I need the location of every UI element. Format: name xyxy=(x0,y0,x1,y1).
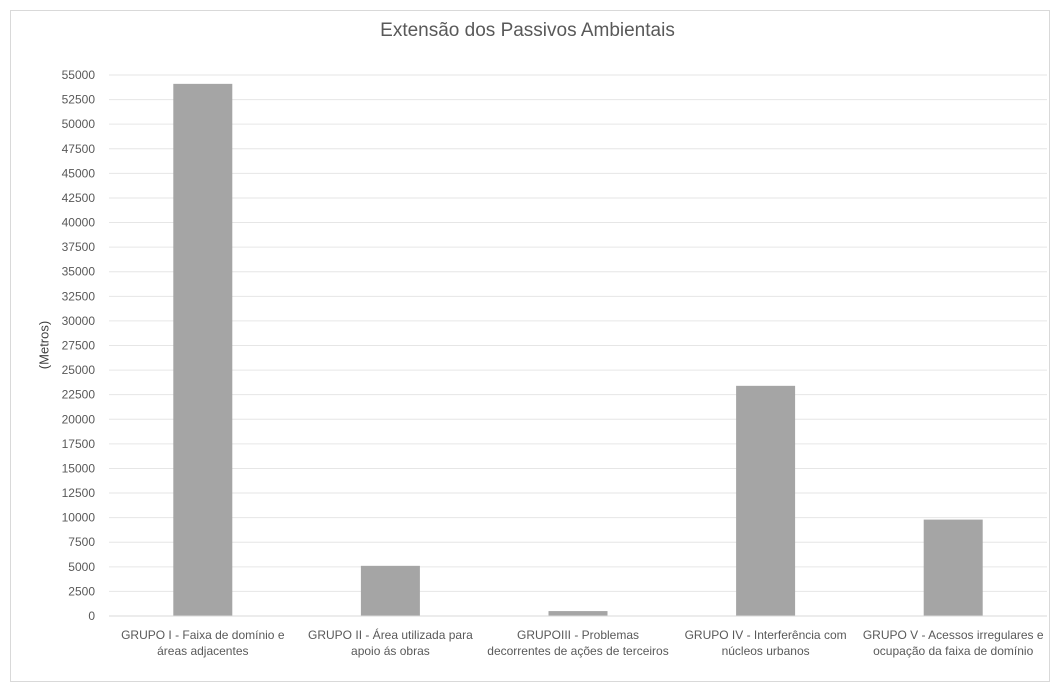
y-tick-label: 40000 xyxy=(62,216,96,230)
chart-title: Extensão dos Passivos Ambientais xyxy=(380,20,675,41)
y-tick-label: 47500 xyxy=(62,142,96,156)
y-tick-label: 0 xyxy=(88,609,95,623)
y-tick-label: 15000 xyxy=(62,461,96,475)
y-tick-label: 12500 xyxy=(62,486,96,500)
bar xyxy=(173,83,233,617)
y-tick-label: 27500 xyxy=(62,339,96,353)
y-tick-label: 52500 xyxy=(62,93,96,107)
bar xyxy=(923,519,983,616)
x-category-label: GRUPOIII - Problemas decorrentes de açõe… xyxy=(487,628,669,658)
gridlines xyxy=(109,74,1047,592)
y-tick-label: 30000 xyxy=(62,314,96,328)
y-tick-label: 10000 xyxy=(62,511,96,525)
y-tick-label: 22500 xyxy=(62,388,96,402)
bar xyxy=(548,611,608,616)
bar xyxy=(360,565,420,616)
y-tick-label: 35000 xyxy=(62,265,96,279)
y-tick-label: 37500 xyxy=(62,240,96,254)
x-category-label: GRUPO II - Área utilizada para apoio ás … xyxy=(308,628,473,658)
x-category-label: GRUPO I - Faixa de domínio e áreas adjac… xyxy=(121,628,285,658)
y-tick-label: 32500 xyxy=(62,289,96,303)
y-tick-label: 42500 xyxy=(62,191,96,205)
y-tick-label: 2500 xyxy=(68,584,95,598)
y-tick-label: 20000 xyxy=(62,412,96,426)
y-tick-label: 5000 xyxy=(68,560,95,574)
y-tick-label: 25000 xyxy=(62,363,96,377)
y-axis-ticks: 0 2500 5000 7500 10000 12500 15000 17500 20000 22… xyxy=(62,68,96,623)
x-category-label: GRUPO IV - Interferência com núcleos urb… xyxy=(684,628,847,658)
bars xyxy=(173,83,983,617)
y-tick-label: 45000 xyxy=(62,166,96,180)
y-tick-label: 7500 xyxy=(68,535,95,549)
y-tick-label: 17500 xyxy=(62,437,96,451)
x-category-label: GRUPO V - Acessos irregulares e ocupação… xyxy=(862,628,1044,658)
bar xyxy=(736,385,796,616)
y-tick-label: 50000 xyxy=(62,117,96,131)
y-tick-label: 55000 xyxy=(62,68,96,82)
